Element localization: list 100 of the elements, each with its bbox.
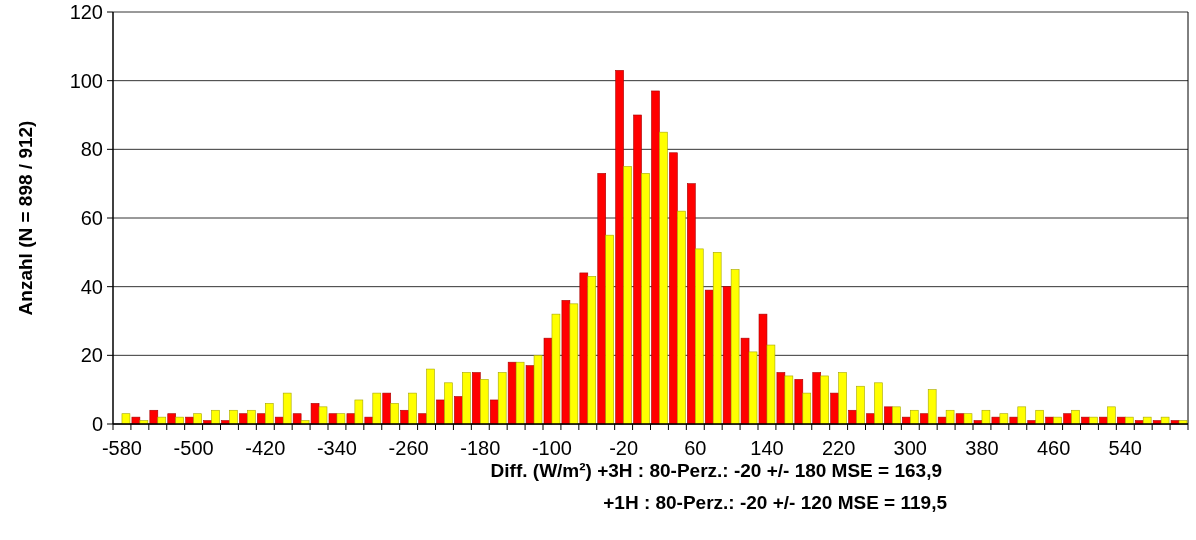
bar [659,131,668,425]
bar [856,385,865,425]
bar [838,372,847,425]
bar [354,399,364,425]
y-tick-label: 60 [80,207,103,229]
bar [472,372,481,425]
bar [149,409,159,425]
bar [157,416,167,425]
x-tick-label: 460 [1036,437,1071,459]
bar [830,392,839,425]
bar [175,416,184,425]
bar [963,413,973,425]
bar [479,379,489,425]
y-axis-title: Anzahl (N = 898 / 912) [15,120,36,316]
bar [597,173,607,425]
x-tick-label: 60 [684,437,707,459]
bar [1124,416,1134,425]
x-tick-label: -340 [316,437,357,459]
y-tick-label: 80 [80,138,103,161]
x-tick-label: 380 [965,437,999,459]
bar [1053,416,1062,425]
bar [390,403,399,425]
x-tick-label: 300 [893,437,927,459]
x-tick-label: -580 [101,437,142,459]
bar [730,269,740,425]
bar [641,173,650,425]
bar [1089,416,1098,425]
bar [436,399,445,425]
bar [802,392,812,425]
bar [444,382,453,425]
bar [776,372,786,425]
bar [704,289,714,425]
bar [1035,409,1044,425]
bar [533,355,543,425]
bar [211,409,220,425]
x-tick-label: -260 [388,437,429,459]
y-tick-label: 100 [69,69,103,92]
bar [336,413,346,425]
bar [543,337,553,425]
x-tick-label: -180 [460,437,501,459]
bar [1071,409,1080,425]
bar [292,413,302,425]
x-tick-label: 540 [1108,437,1142,459]
bar [264,403,274,425]
bar [927,389,937,425]
bar [131,416,141,425]
bar [677,210,686,425]
x-axis-title: Diff. (W/m²) +3H : 80-Perz.: -20 +/- 180 MSE = 163,9 [490,460,942,481]
bar [712,252,722,425]
bar [318,406,328,425]
bar [669,152,678,425]
x-tick-label: -20 [609,437,639,459]
bar [623,166,632,425]
y-tick-label: 0 [91,413,103,435]
bar [633,114,642,425]
bar [1017,406,1027,425]
bar [229,409,238,425]
bar [561,300,571,425]
bar [687,183,696,425]
bar [587,276,597,425]
y-tick-label: 40 [80,275,103,298]
bar [489,399,499,425]
bar [551,313,561,425]
bar [605,234,614,425]
bar [1142,416,1152,425]
bar [497,372,507,425]
y-tick-label: 120 [69,1,103,23]
bar [999,413,1009,425]
bar [569,303,579,425]
bar [247,409,256,425]
bar [121,413,131,425]
bar [372,392,382,425]
text: +1H : 80-Perz.: -20 +/- 120 MSE = 119,5 [603,492,948,513]
bar [651,90,660,425]
bar [981,409,991,425]
bar [874,382,883,425]
bar [579,272,589,425]
y-tick-label: 20 [80,344,103,367]
bar [382,392,392,425]
bar [748,351,758,425]
bar [892,406,901,425]
bar [740,337,750,425]
bar [426,368,435,425]
bar [615,70,624,425]
bar [812,372,822,425]
bar [909,409,919,425]
bar [1107,406,1116,425]
bar [193,413,202,425]
bar [794,379,804,425]
bar [408,392,417,425]
bar [1160,416,1170,425]
x-tick-label: -100 [531,437,572,459]
bar [694,248,704,425]
bar [945,409,955,425]
x-tick-label: -500 [173,437,214,459]
bar [820,375,829,425]
bar [282,392,292,425]
bar [462,372,471,425]
bar [784,375,794,425]
x-tick-label: -420 [245,437,286,459]
